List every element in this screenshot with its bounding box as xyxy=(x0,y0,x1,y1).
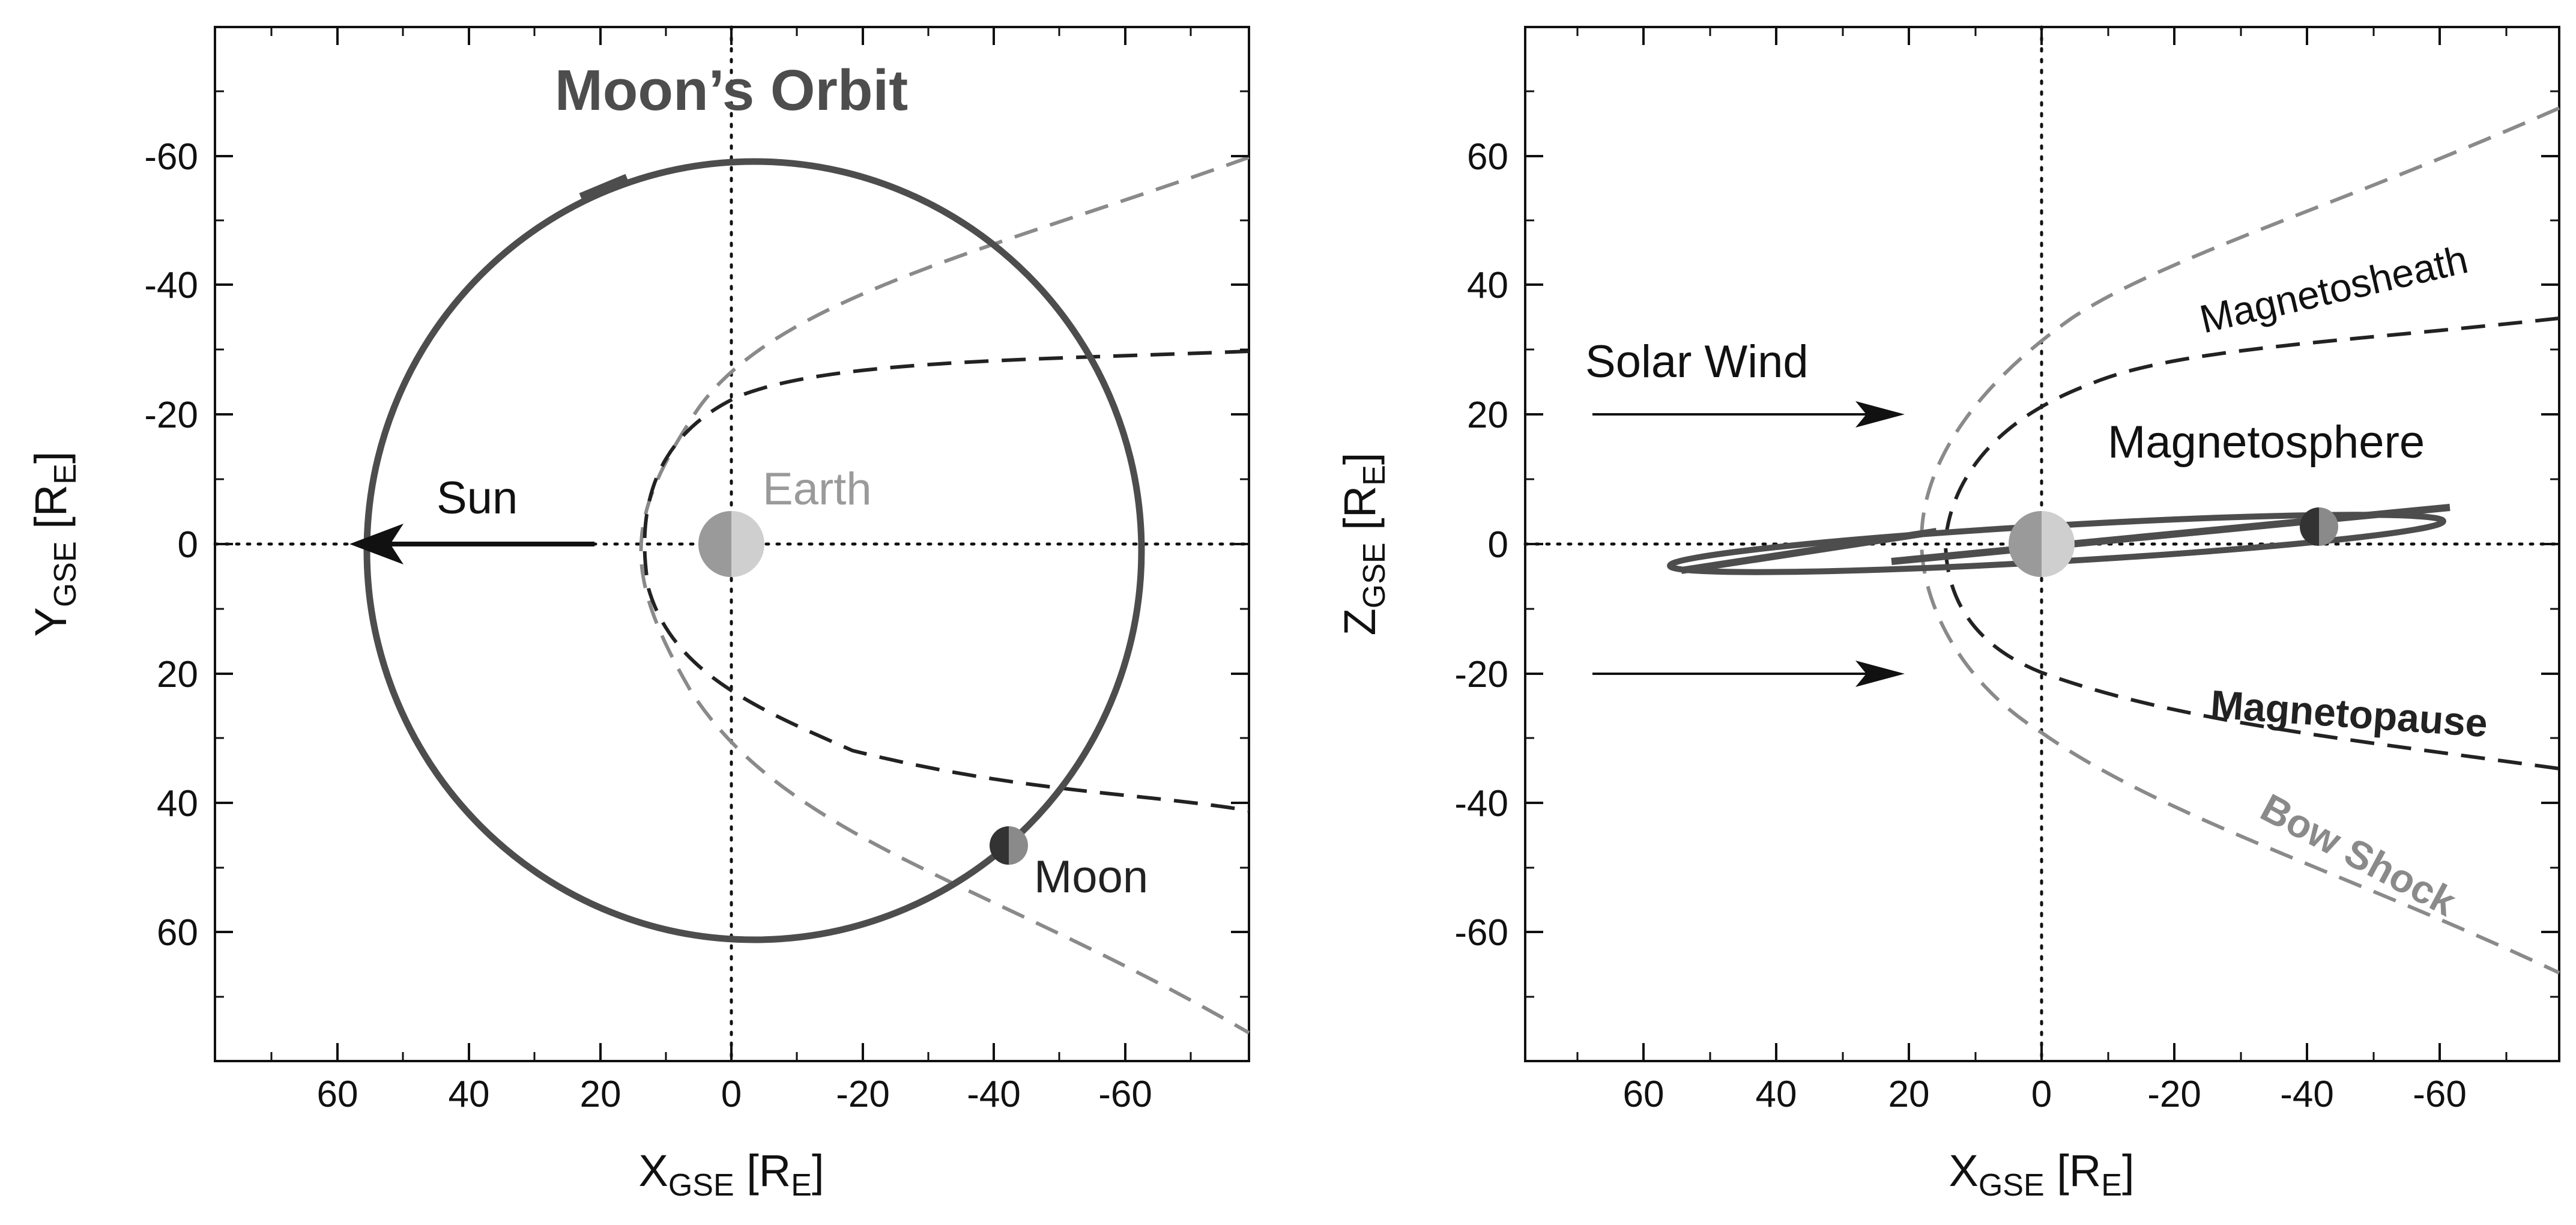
left-x-tick-label: -20 xyxy=(836,1074,890,1115)
moon-icon xyxy=(990,826,1028,865)
left-minor-ticks xyxy=(215,27,1249,1061)
left-y-tick-label: 40 xyxy=(157,783,198,824)
magnetosheath-label: Magnetosheath xyxy=(2196,237,2472,341)
left-magnetopause-curve xyxy=(642,349,1250,812)
left-panel-title: Moon’s Orbit xyxy=(555,58,908,122)
left-orbit-segment xyxy=(579,174,630,204)
magnetosphere-label: Magnetosphere xyxy=(2108,417,2425,468)
left-y-tick-label: -40 xyxy=(144,265,198,306)
left-bow-shock-curve xyxy=(639,156,1250,1035)
right-y-tick-label: 60 xyxy=(1467,136,1508,178)
right-x-tick-label: 60 xyxy=(1623,1074,1664,1115)
left-y-tick-label: 0 xyxy=(178,524,198,566)
right-y-tick-label: 0 xyxy=(1488,524,1508,566)
right-minor-ticks xyxy=(1525,27,2559,1061)
right-x-axis-label: XGSE [RE] xyxy=(1949,1146,2135,1203)
right-y-axis-label: ZGSE [RE] xyxy=(1335,453,1392,636)
left-x-tick-label: 20 xyxy=(580,1074,621,1115)
left-panel: Sun Earth Moon Moon’s Orbit xyxy=(26,25,1251,1203)
right-magnetopause-curve xyxy=(1943,316,2560,770)
left-x-tick-label: -40 xyxy=(967,1074,1021,1115)
sun-arrow-head xyxy=(349,524,404,564)
right-x-tick-label: 0 xyxy=(2031,1074,2052,1115)
left-x-tick-label: -60 xyxy=(1098,1074,1152,1115)
moon-icon xyxy=(2300,507,2338,546)
right-orbit-segment-right xyxy=(1891,504,2451,565)
right-x-tick-label: -60 xyxy=(2413,1074,2467,1115)
earth-icon xyxy=(698,511,764,577)
right-y-tick-label: -40 xyxy=(1454,783,1508,824)
right-x-tick-label: 20 xyxy=(1888,1074,1930,1115)
right-y-tick-label: -60 xyxy=(1454,912,1508,954)
right-orbit-segment-left xyxy=(1681,528,1937,574)
right-y-tick-label: -20 xyxy=(1454,654,1508,695)
solar-wind-arrow-upper-head xyxy=(1855,401,1905,428)
earth-icon xyxy=(2009,511,2075,577)
right-y-tick-label: 40 xyxy=(1467,265,1508,306)
right-ticks xyxy=(1525,27,2559,1061)
left-y-tick-label: -60 xyxy=(144,136,198,178)
left-x-tick-label: 0 xyxy=(721,1074,742,1115)
left-x-axis-label: XGSE [RE] xyxy=(639,1146,824,1203)
left-ticks xyxy=(215,27,1249,1061)
right-y-tick-label: 20 xyxy=(1467,395,1508,436)
left-x-tick-label: 60 xyxy=(317,1074,358,1115)
left-x-tick-label: 40 xyxy=(449,1074,490,1115)
right-x-tick-label: -40 xyxy=(2280,1074,2334,1115)
right-x-tick-label: -20 xyxy=(2147,1074,2201,1115)
solar-wind-arrow-lower-head xyxy=(1855,661,1905,687)
magnetopause-label: Magnetopause xyxy=(2209,682,2489,745)
right-panel: Solar Wind Magnetosheath Magnetosphere M… xyxy=(1335,25,2561,1203)
earth-label: Earth xyxy=(763,464,872,515)
left-y-axis-label: YGSE [RE] xyxy=(26,452,83,637)
left-y-tick-label: 60 xyxy=(157,912,198,954)
moon-label: Moon xyxy=(1034,851,1148,903)
right-x-tick-label: 40 xyxy=(1756,1074,1797,1115)
left-moon-orbit xyxy=(363,158,1145,943)
sun-label: Sun xyxy=(437,473,518,524)
left-y-tick-label: 20 xyxy=(157,654,198,695)
solar-wind-label: Solar Wind xyxy=(1585,336,1809,387)
left-y-tick-label: -20 xyxy=(144,395,198,436)
